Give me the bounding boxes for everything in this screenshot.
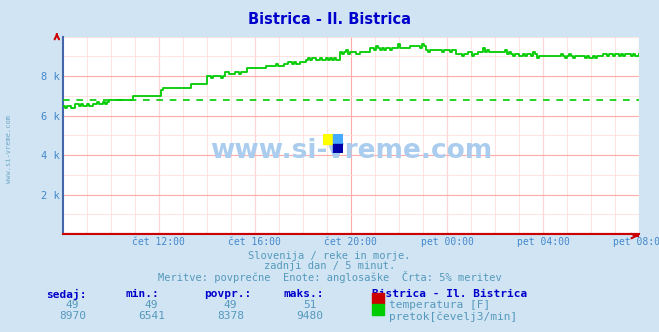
- Text: 49: 49: [224, 300, 237, 310]
- Text: Bistrica - Il. Bistrica: Bistrica - Il. Bistrica: [372, 289, 528, 299]
- Text: Slovenija / reke in morje.: Slovenija / reke in morje.: [248, 251, 411, 261]
- Text: www.si-vreme.com: www.si-vreme.com: [5, 116, 12, 183]
- Text: Meritve: povprečne  Enote: anglosaške  Črta: 5% meritev: Meritve: povprečne Enote: anglosaške Črt…: [158, 271, 501, 283]
- Bar: [333, 143, 343, 153]
- Text: min.:: min.:: [125, 289, 159, 299]
- Text: 8378: 8378: [217, 311, 244, 321]
- Text: 49: 49: [66, 300, 79, 310]
- Text: 8970: 8970: [59, 311, 86, 321]
- Text: 6541: 6541: [138, 311, 165, 321]
- Text: 51: 51: [303, 300, 316, 310]
- Text: temperatura [F]: temperatura [F]: [389, 300, 490, 310]
- Text: www.si-vreme.com: www.si-vreme.com: [210, 138, 492, 164]
- Text: zadnji dan / 5 minut.: zadnji dan / 5 minut.: [264, 261, 395, 271]
- Text: povpr.:: povpr.:: [204, 289, 252, 299]
- Text: 9480: 9480: [297, 311, 323, 321]
- Text: maks.:: maks.:: [283, 289, 324, 299]
- Text: Bistrica - Il. Bistrica: Bistrica - Il. Bistrica: [248, 12, 411, 27]
- Bar: [323, 134, 333, 143]
- Text: sedaj:: sedaj:: [46, 289, 86, 300]
- Text: pretok[čevelj3/min]: pretok[čevelj3/min]: [389, 311, 517, 322]
- Text: 49: 49: [145, 300, 158, 310]
- Bar: [333, 134, 343, 143]
